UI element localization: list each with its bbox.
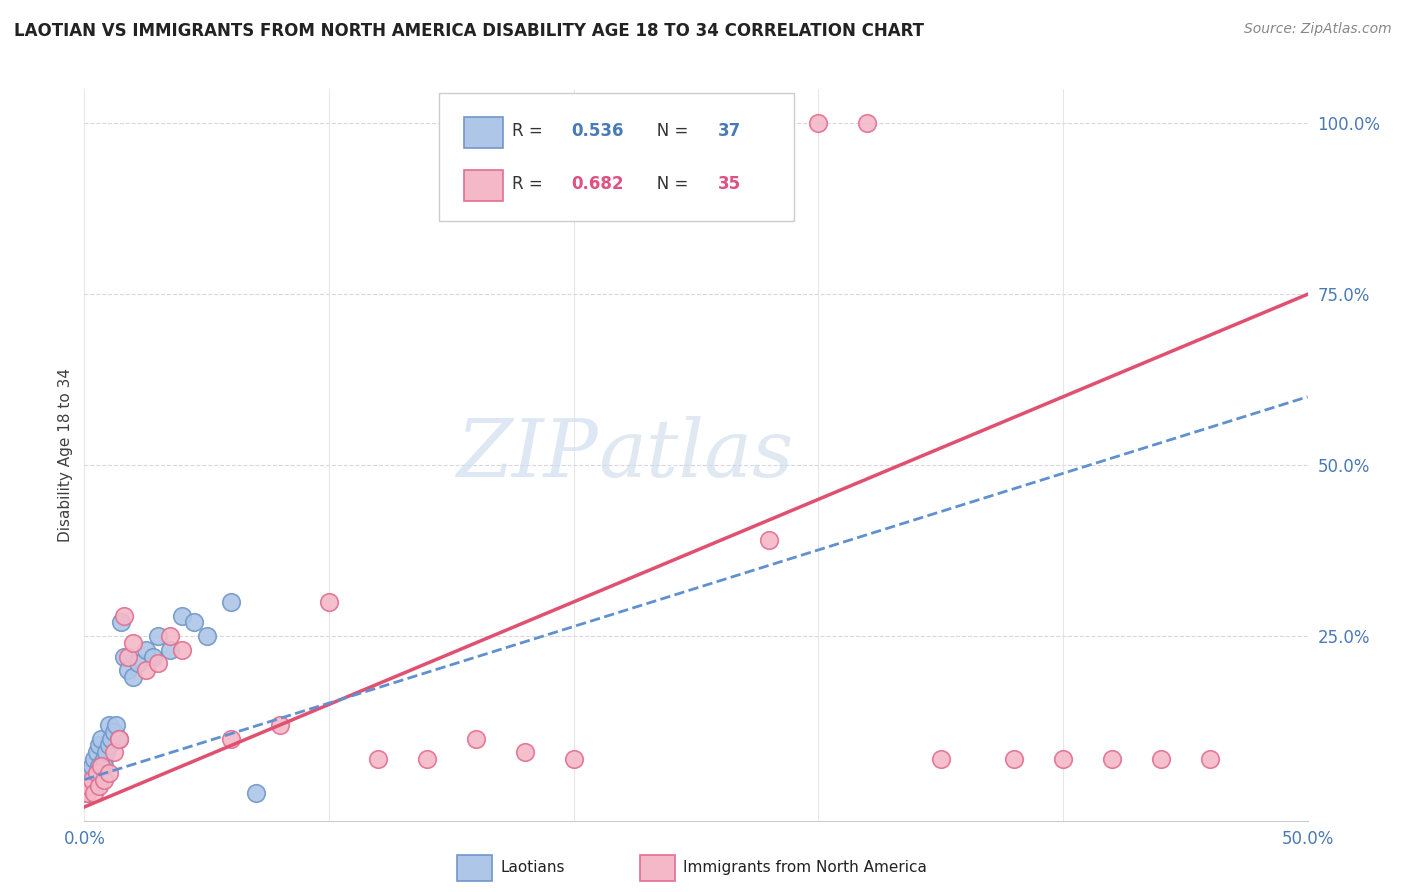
Point — [103, 724, 125, 739]
Point — [172, 642, 194, 657]
FancyBboxPatch shape — [464, 117, 503, 148]
Point — [77, 765, 100, 780]
Point — [112, 649, 135, 664]
Point — [87, 739, 110, 753]
Point — [142, 649, 165, 664]
Point — [269, 718, 291, 732]
Point — [172, 608, 194, 623]
Point — [76, 786, 98, 800]
Point — [856, 116, 879, 130]
Point — [107, 731, 129, 746]
Point — [97, 718, 120, 732]
Text: 35: 35 — [718, 176, 741, 194]
Text: R =: R = — [512, 122, 548, 140]
Point — [77, 772, 100, 787]
Point — [758, 533, 780, 548]
Point — [562, 752, 585, 766]
Point — [83, 786, 105, 800]
FancyBboxPatch shape — [464, 170, 503, 201]
Point — [83, 752, 105, 766]
Point — [1198, 752, 1220, 766]
Point — [110, 615, 132, 630]
Point — [135, 663, 157, 677]
Point — [97, 765, 120, 780]
Point — [107, 731, 129, 746]
Point — [87, 759, 110, 773]
Point — [219, 595, 242, 609]
Point — [76, 780, 98, 794]
Point — [83, 772, 105, 787]
Point — [416, 752, 439, 766]
Text: 37: 37 — [718, 122, 741, 140]
Point — [807, 116, 830, 130]
Point — [117, 663, 139, 677]
Point — [100, 731, 122, 746]
Point — [122, 636, 145, 650]
Point — [105, 718, 128, 732]
Point — [1002, 752, 1025, 766]
Point — [87, 780, 110, 794]
Point — [103, 745, 125, 759]
Point — [90, 759, 112, 773]
Text: N =: N = — [641, 122, 693, 140]
Point — [929, 752, 952, 766]
Point — [159, 629, 181, 643]
Point — [76, 786, 98, 800]
Text: Laotians: Laotians — [501, 861, 565, 875]
Point — [146, 629, 169, 643]
Point — [80, 772, 103, 787]
Point — [245, 786, 267, 800]
Point — [117, 649, 139, 664]
Point — [80, 759, 103, 773]
Point — [127, 657, 149, 671]
Point — [146, 657, 169, 671]
Point — [195, 629, 218, 643]
Point — [80, 780, 103, 794]
Point — [90, 765, 112, 780]
Point — [159, 642, 181, 657]
Text: atlas: atlas — [598, 417, 793, 493]
Point — [367, 752, 389, 766]
Text: N =: N = — [641, 176, 693, 194]
Text: 0.536: 0.536 — [571, 122, 624, 140]
Text: Source: ZipAtlas.com: Source: ZipAtlas.com — [1244, 22, 1392, 37]
Text: LAOTIAN VS IMMIGRANTS FROM NORTH AMERICA DISABILITY AGE 18 TO 34 CORRELATION CHA: LAOTIAN VS IMMIGRANTS FROM NORTH AMERICA… — [14, 22, 924, 40]
Point — [513, 745, 536, 759]
Point — [93, 772, 115, 787]
Point — [1052, 752, 1074, 766]
Text: ZIP: ZIP — [457, 417, 598, 493]
Point — [219, 731, 242, 746]
Point — [1101, 752, 1123, 766]
Text: R =: R = — [512, 176, 548, 194]
Point — [86, 765, 108, 780]
Text: Immigrants from North America: Immigrants from North America — [683, 861, 927, 875]
Point — [96, 745, 118, 759]
Point — [93, 759, 115, 773]
Point — [183, 615, 205, 630]
Point — [93, 752, 115, 766]
Text: 0.682: 0.682 — [571, 176, 624, 194]
Point — [318, 595, 340, 609]
Point — [86, 765, 108, 780]
Point — [135, 642, 157, 657]
Point — [112, 608, 135, 623]
Point — [464, 731, 486, 746]
Point — [97, 739, 120, 753]
Point — [90, 731, 112, 746]
Point — [1150, 752, 1173, 766]
Point — [77, 780, 100, 794]
Point — [86, 745, 108, 759]
Y-axis label: Disability Age 18 to 34: Disability Age 18 to 34 — [58, 368, 73, 542]
FancyBboxPatch shape — [439, 93, 794, 221]
Point — [122, 670, 145, 684]
